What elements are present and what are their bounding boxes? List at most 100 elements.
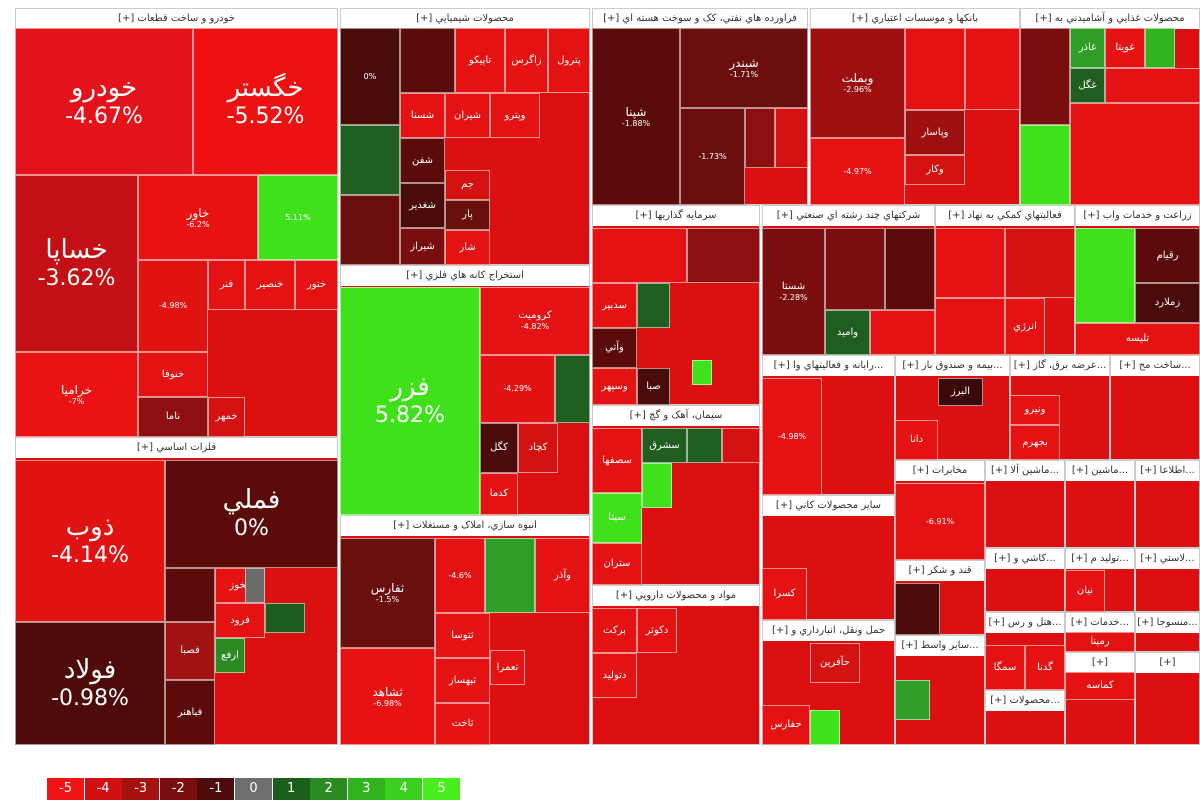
sector-title: انبوه سازي، املاک و مستغلات [+] [341,516,589,536]
tile-value: -4.97% [843,166,872,176]
tile: کچاد [518,423,558,473]
tile-label: دکوثر [645,624,669,636]
tile [965,28,1020,110]
tile [555,355,590,423]
tile-label: البرز [950,386,971,397]
tile-label: کگل [490,442,508,453]
tile-value: -3.62% [37,265,116,291]
tile: کدما [480,473,518,515]
tile [1020,125,1070,205]
tile-label: دانا [909,434,924,445]
sector-title: ...هتل و رس [+] [986,613,1064,633]
tile-label: وپترو [504,109,526,121]
tile-label: تاپيکو [468,54,492,66]
tile [905,28,965,110]
tile-label: فزر [390,372,430,403]
sector-title: سرمايه گذاريها [+] [593,206,759,226]
tile: ثفارس -1.5% [340,538,435,648]
tile-label: سيتا [608,512,626,523]
tile-value: -2.28% [779,292,808,302]
tile-value: -4.14% [51,543,129,569]
sector-title: ...ماشين آلا [+] [986,461,1064,481]
tile-label: پترول [557,54,581,66]
tile: ثشاهد -6.98% [340,648,435,745]
tile-label: فملي [222,485,281,516]
sector-title: بانکها و موسسات اعتباري [+] [811,9,1019,29]
tile [1145,28,1175,68]
tile [895,583,940,635]
sector-title: محصولات شيميايي [+] [341,9,589,29]
tile: ثتوسا [435,613,490,658]
tile: حآفرين [810,643,860,683]
tile-value: -5.52% [226,103,305,129]
tile: فولاد -0.98% [15,622,165,745]
tile-value: -4.98% [158,301,188,311]
sector: ...محصولات [+] [985,690,1065,745]
tile [885,228,935,310]
tile [935,298,1005,355]
tile-label: سمگا [993,661,1017,673]
tile: ارفع [215,638,245,673]
tile-label: حفارس [770,719,802,730]
tile [687,428,722,463]
tile: وآذر [535,538,590,613]
tile-label: وآذر [554,569,571,581]
sector-title: فعاليتهاي کمکي به نهاد [+] [936,206,1074,226]
tile [687,228,760,283]
tile-label: صبا [646,380,661,392]
tile [1075,228,1135,323]
tile-value: -4.82% [520,322,550,332]
tile-label: شستا [781,280,806,292]
tile: خمهر [208,397,245,437]
tile: شار [445,230,490,265]
tile: -4.29% [480,355,555,423]
sector: ...لاستي [+] [1135,548,1200,612]
tile: شيران [445,93,490,138]
tile-label: ذوب [65,512,115,543]
tile [245,568,265,603]
sector: [+] [1135,652,1200,745]
tile-label: فخوز [229,579,251,591]
tile-label: سصفها [602,454,632,466]
tile-label: ثتوسا [451,629,474,641]
sector: ...ساخت مح [+] [1110,355,1200,460]
sector: ...اطلاعا [+] [1135,460,1200,548]
tile-label: کروميت [518,310,552,322]
tile-label: شپنا [625,104,647,119]
tile: تليسه [1075,323,1200,355]
tile [1020,28,1070,125]
tile: ختور [295,260,338,310]
tile-label: ثشاهد [372,684,403,699]
tile-value: -6.98% [373,698,402,708]
tile-label: ونيرو [1024,404,1046,415]
tile-label: فنر [219,279,234,290]
tile [775,108,808,168]
tile: فصبا [165,622,215,680]
tile [1105,68,1200,103]
sector-title: ...ماشين [+] [1066,461,1134,481]
tile-label: ارفع [221,649,239,661]
sector: ...کاشي و [+] [985,548,1065,612]
tile: وسپهر [592,368,637,405]
sector-title: شرکتهاي چند رشته اي صنعتي [+] [763,206,934,226]
sector-title: ...اطلاعا [+] [1136,461,1199,481]
tile: غويتا [1105,28,1145,68]
tile-value: -6.2% [186,219,210,229]
tile-label: خساپا [45,234,108,265]
tile: وآتي [592,328,637,368]
sector-title: قند و شکر [+] [896,561,984,581]
tile: ناما [138,397,208,437]
tile-label: شفن [411,154,434,166]
tile: دتوليد [592,653,637,698]
sector-title: ...توليد م [+] [1066,549,1134,569]
tile: -4.98% [762,378,822,495]
tile: خگستر -5.52% [193,28,338,175]
sector-title: حمل ونقل، انبارداري و [+] [763,621,894,641]
tile-value: -4.67% [65,103,143,129]
tile-value: -1.88% [621,118,651,128]
sector-title: [+] [1066,653,1134,673]
tile-label: خنوفا [161,368,185,380]
tile: نيان [1065,570,1105,612]
tile-value: -7% [68,396,85,406]
tile: دکوثر [637,608,677,653]
